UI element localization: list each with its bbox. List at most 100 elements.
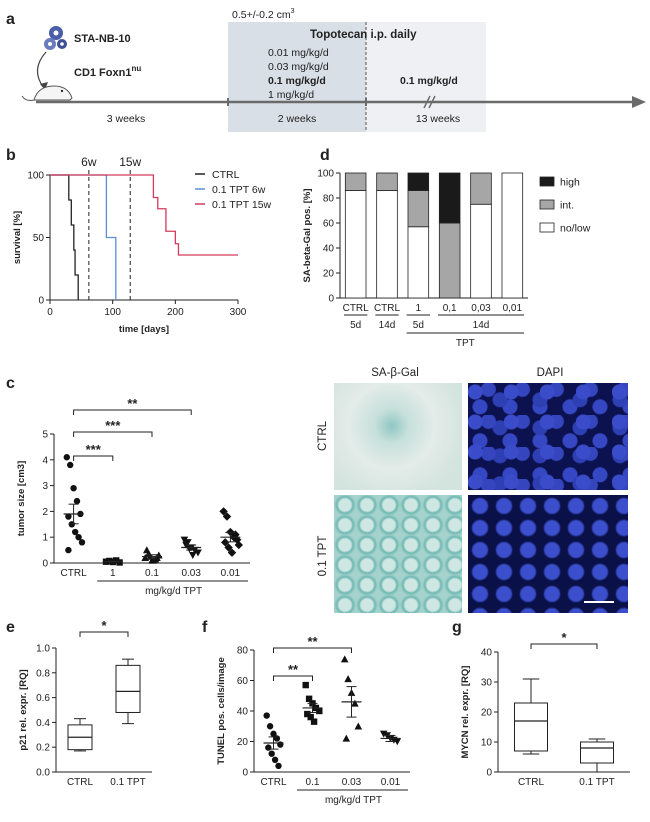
arrow-head-icon [40, 82, 48, 90]
micro-col-header-1: DAPI [537, 367, 564, 379]
tunel-point [271, 756, 279, 763]
sabgal-category-label: 0,1 [443, 303, 457, 314]
tunel-point [302, 681, 309, 689]
tunel-y-tick-label: 0 [242, 768, 248, 779]
tumor-point [65, 546, 72, 554]
tumor-sig-1-bracket [73, 431, 153, 437]
tunel-y-tick-label: 80 [237, 646, 249, 657]
sabgal-group-label: TPT [456, 338, 475, 349]
panel-f-tunel-chart: f 0 20 40 60 80 TUNEL pos. cells/image CTRL 0.1… [202, 619, 410, 806]
tunel-point [273, 735, 281, 742]
survival-line-0 [50, 174, 79, 300]
p21-box-1 [115, 664, 141, 713]
tunel-sig-1-bracket [273, 647, 352, 653]
tumor-x-axis-label: mg/kg/d TPT [145, 586, 202, 597]
tunel-point [342, 734, 351, 742]
tumor-point [78, 539, 86, 546]
tunel-x-axis-label: mg/kg/d TPT [325, 795, 382, 806]
sabgal-sub-label: 14d [379, 320, 396, 331]
survival-x-tick-label: 300 [230, 307, 247, 318]
micro-row-label-1: 0.1 TPT [317, 536, 329, 577]
dose-1: 0.03 mg/kg/d [268, 61, 329, 73]
tunel-point [268, 750, 275, 757]
survival-y-axis-label: survival [%] [12, 211, 23, 264]
tumor-y-tick-label: 0 [42, 559, 48, 570]
panel-b-survival-chart: b 0 50 100 survival [%] 0 100 200 300 time [days… [6, 147, 272, 335]
tunel-y-axis-label: TUNEL pos. cells/image [216, 657, 227, 765]
p21-category-label: 0.1 TPT [110, 777, 145, 788]
sabgal-y-tick-label: 20 [323, 269, 335, 280]
tumor-volume: 0.5+/-0.2 cm3 [232, 8, 295, 21]
tunel-point [277, 741, 284, 748]
tumor-point [149, 556, 158, 564]
sabgal-bar-2-1 [407, 190, 430, 228]
micro-col-header-0: SA-β-Gal [371, 367, 419, 379]
p21-y-tick-label: 1.0 [36, 644, 50, 655]
survival-line-2 [50, 174, 238, 256]
sabgal-y-tick-label: 100 [317, 169, 334, 180]
sabgal-category-label: CTRL [374, 303, 401, 314]
panel-label-f: f [202, 619, 208, 636]
tunel-sig-0-bracket [273, 675, 313, 681]
tumor-point [67, 461, 74, 469]
tumor-point [72, 528, 79, 536]
tumor-point [153, 554, 161, 562]
p21-sig-0-significance: * [101, 618, 107, 633]
sabgal-bar-0-1 [344, 172, 367, 191]
sabgal-bar-4-1 [470, 172, 492, 205]
sabgal-y-tick-label: 40 [323, 244, 335, 255]
panel-e-p21-box-plot: e 0.0 0.2 0.4 0.6 0.8 1.0 p21 rel. expr. [RQ] C… [6, 618, 152, 788]
sabgal-sub-label: 5d [350, 320, 361, 331]
sabgal-category-label: 1 [416, 303, 422, 314]
injection-arrow [36, 51, 47, 89]
panel-label-d: d [320, 147, 330, 164]
tumor-point [227, 548, 237, 557]
tumor-point [65, 513, 72, 520]
panel-label-c: c [6, 375, 15, 392]
mycn-sig-0-significance: * [561, 630, 567, 645]
micrograph-ctrl-dapi [468, 383, 628, 490]
tumor-y-tick-label: 5 [42, 430, 48, 441]
sabgal-legend-label-1: int. [560, 200, 574, 212]
mycn-category-label: 0.1 TPT [579, 777, 614, 788]
sabgal-legend-swatch-1 [539, 199, 555, 210]
p21-y-tick-label: 0.8 [36, 668, 50, 679]
tunel-point [340, 655, 349, 663]
sabgal-category-label: CTRL [343, 303, 370, 314]
p21-y-axis-label: p21 rel. expr. [RQ] [18, 669, 29, 750]
p21-y-tick-label: 0.4 [36, 718, 50, 729]
mycn-y-tick-label: 40 [481, 648, 493, 659]
tumor-point [234, 540, 243, 550]
tumor-point [75, 534, 82, 541]
treatment-title: Topotecan i.p. daily [310, 29, 417, 41]
tunel-point [266, 723, 274, 730]
treatment-box [228, 22, 366, 132]
tumor-point [224, 543, 233, 552]
tumor-point [219, 507, 228, 516]
phase-label-0: 3 weeks [107, 113, 146, 125]
tumor-category-label: 1 [110, 568, 116, 579]
tumor-point [222, 512, 232, 521]
tunel-category-label: 0.1 [306, 777, 320, 788]
panel-g-mycn-box-plot: g 0 10 20 30 40 MYCN rel. expr. [RQ] CTRL 0.1 T… [452, 619, 630, 788]
tumor-sig-0-bracket [73, 455, 114, 461]
p21-y-tick-label: 0.0 [36, 768, 50, 779]
sabgal-bar-1-1 [376, 172, 398, 191]
tunel-category-label: CTRL [260, 777, 287, 788]
tumor-y-tick-label: 2 [42, 507, 48, 518]
micrograph-ctrl-sabgal [334, 383, 462, 490]
tumor-y-tick-label: 1 [42, 533, 48, 544]
tumor-point [226, 527, 235, 537]
tumor-point [194, 549, 202, 557]
tumor-point [70, 484, 77, 492]
sabgal-legend-swatch-2 [539, 222, 555, 233]
timeline-arrow-icon [632, 96, 646, 108]
phase-label-2: 13 weeks [416, 113, 460, 125]
panel-d-stacked-bar-chart: d 0 20 40 60 80 100 SA-beta-Gal pos. [%] CTRL CT… [302, 147, 591, 349]
tumor-point [116, 559, 123, 566]
sabgal-y-axis-label: SA-beta-Gal pos. [%] [302, 189, 313, 283]
tunel-point [263, 712, 270, 719]
tumor-y-tick-label: 3 [42, 481, 48, 492]
survival-marker-label: 15w [119, 155, 141, 169]
sabgal-y-tick-label: 0 [328, 294, 334, 305]
